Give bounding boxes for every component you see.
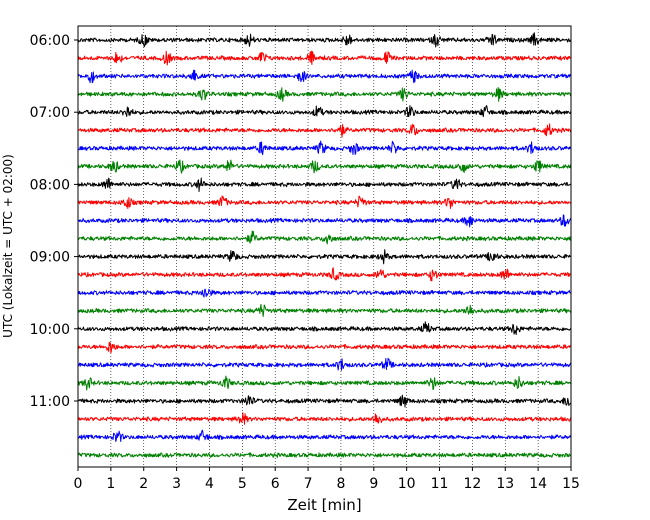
- x-tick-label: 2: [139, 476, 148, 492]
- seismogram-trace: [77, 288, 572, 298]
- seismogram-trace: [77, 123, 572, 138]
- seismogram-trace: [77, 177, 572, 193]
- y-tick-label: 06:00: [30, 33, 70, 49]
- plot-frame: [77, 25, 572, 468]
- x-tick-label: 14: [529, 476, 547, 492]
- seismogram-trace: [77, 267, 572, 282]
- x-tick-label: 1: [106, 476, 115, 492]
- seismogram-trace: [77, 249, 572, 265]
- x-tick-label: 9: [369, 476, 378, 492]
- y-tick-label: 08:00: [30, 177, 70, 193]
- x-tick-label: 0: [74, 476, 83, 492]
- seismogram-trace: [77, 214, 572, 228]
- seismogram-trace: [77, 303, 572, 318]
- seismogram-trace: [77, 32, 572, 48]
- seismogram-trace: [77, 86, 572, 102]
- seismogram-trace: [77, 375, 572, 391]
- x-tick-label: 5: [238, 476, 247, 492]
- seismogram-trace: [77, 394, 572, 408]
- x-tick-label: 13: [496, 476, 514, 492]
- y-tick-label: 10:00: [30, 322, 70, 338]
- seismogram-trace: [77, 357, 572, 371]
- seismogram-trace: [77, 321, 572, 335]
- seismogram-trace: [77, 230, 572, 245]
- seismogram-trace: [77, 195, 572, 209]
- x-axis-ticks: 0 1 2 3 4 5 6 7 8 9 10 11 12 13 14 15: [74, 467, 580, 492]
- seismogram-traces: [77, 32, 572, 458]
- seismogram-trace: [77, 429, 572, 442]
- y-tick-label: 09:00: [30, 250, 70, 266]
- seismogram-trace: [77, 412, 572, 425]
- seismogram-trace: [77, 341, 572, 354]
- seismogram-trace: [77, 452, 572, 458]
- x-tick-label: 8: [336, 476, 345, 492]
- seismogram-trace: [77, 69, 572, 84]
- x-tick-label: 10: [398, 476, 416, 492]
- seismogram-trace: [77, 105, 572, 118]
- y-tick-label: 11:00: [30, 394, 70, 410]
- seismogram-trace: [77, 159, 572, 174]
- y-axis-ticks: 06:00 07:00 08:00 09:00 10:00 11:00: [30, 33, 78, 410]
- x-tick-label: 7: [304, 476, 313, 492]
- y-tick-label: 07:00: [30, 105, 70, 121]
- y-axis-label: UTC (Lokalzeit = UTC + 02:00): [1, 154, 15, 338]
- x-tick-label: 12: [463, 476, 481, 492]
- seismogram-trace: [77, 140, 572, 156]
- x-axis-label: Zeit [min]: [287, 496, 361, 514]
- x-tick-label: 15: [562, 476, 580, 492]
- x-tick-label: 11: [431, 476, 449, 492]
- seismogram-trace: [77, 50, 572, 66]
- x-tick-label: 4: [205, 476, 214, 492]
- x-tick-label: 6: [271, 476, 280, 492]
- x-tick-label: 3: [172, 476, 181, 492]
